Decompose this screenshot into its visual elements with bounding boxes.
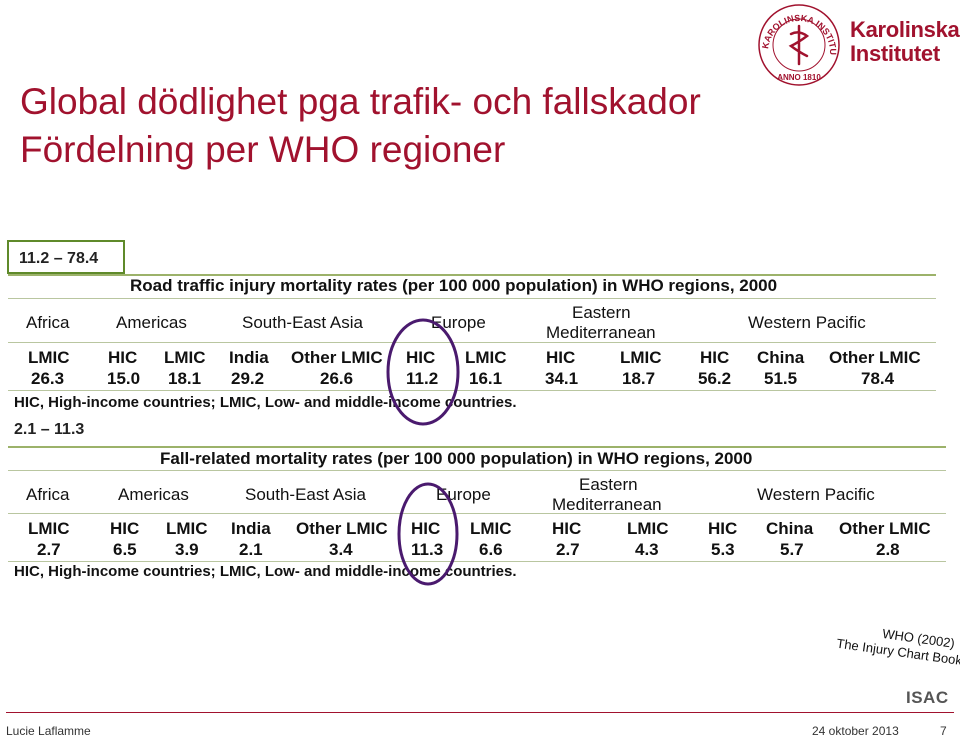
fall-sub-2: LMIC <box>166 519 208 538</box>
footer-author: Lucie Laflamme <box>6 724 91 738</box>
fall-region-em-line2: Mediterranean <box>552 495 662 514</box>
fall-val-9: 5.3 <box>711 540 735 559</box>
road-top-rule <box>8 274 936 276</box>
footer-rule <box>6 712 954 713</box>
fall-val-7: 2.7 <box>556 540 580 559</box>
fall-sub-5: HIC <box>411 519 441 538</box>
road-region-em-line1: Eastern <box>572 303 631 322</box>
road-sub-6: LMIC <box>465 348 507 367</box>
karolinska-wordmark: Karolinska Institutet <box>850 18 960 66</box>
fall-sub-6: LMIC <box>470 519 512 538</box>
fall-val-11: 2.8 <box>876 540 900 559</box>
fall-val-10: 5.7 <box>780 540 804 559</box>
seal-text: KAROLINSKA INSTITUTET <box>756 2 838 55</box>
road-sub-11: Other LMIC <box>829 348 921 367</box>
road-sub-10: China <box>757 348 805 367</box>
road-val-0: 26.3 <box>31 369 65 388</box>
road-val-9: 56.2 <box>698 369 732 388</box>
fall-val-4: 3.4 <box>329 540 353 559</box>
fall-sub-8: LMIC <box>627 519 669 538</box>
fall-val-8: 4.3 <box>635 540 659 559</box>
road-val-4: 26.6 <box>320 369 354 388</box>
road-sub-4: Other LMIC <box>291 348 383 367</box>
svg-text:KAROLINSKA INSTITUTET: KAROLINSKA INSTITUTET <box>756 2 838 55</box>
road-table-note: HIC, High-income countries; LMIC, Low- a… <box>14 394 517 411</box>
fall-val-6: 6.6 <box>479 540 503 559</box>
fall-sub-10: China <box>766 519 814 538</box>
road-sub-2: LMIC <box>164 348 206 367</box>
road-region-africa: Africa <box>26 313 70 332</box>
road-val-2: 18.1 <box>168 369 202 388</box>
source-citation: WHO (2002) The Injury Chart Book <box>833 620 960 685</box>
fall-sub-4: Other LMIC <box>296 519 388 538</box>
road-val-5: 11.2 <box>406 369 439 388</box>
fall-val-5: 11.3 <box>411 540 444 559</box>
isac-logo: ISAC <box>906 688 949 707</box>
fall-val-3: 2.1 <box>239 540 263 559</box>
fall-region-africa: Africa <box>26 485 70 504</box>
fall-range-label: 2.1 – 11.3 <box>14 421 85 438</box>
road-range-label: 11.2 – 78.4 <box>19 250 99 267</box>
road-val-3: 29.2 <box>231 369 265 388</box>
fall-val-1: 6.5 <box>113 540 137 559</box>
fall-sub-9: HIC <box>708 519 738 538</box>
road-title-rule <box>8 298 936 299</box>
road-val-1: 15.0 <box>107 369 141 388</box>
road-region-sea: South-East Asia <box>242 313 363 332</box>
seal-year: ANNO 1810 <box>777 73 821 82</box>
road-val-8: 18.7 <box>622 369 656 388</box>
road-sub-1: HIC <box>108 348 138 367</box>
road-sub-3: India <box>229 348 269 367</box>
fall-table-title: Fall-related mortality rates (per 100 00… <box>160 449 753 468</box>
fall-top-rule <box>8 446 946 448</box>
road-bottom-rule <box>8 390 936 391</box>
road-val-11: 78.4 <box>861 369 895 388</box>
footer-date: 24 oktober 2013 <box>812 724 899 738</box>
road-val-7: 34.1 <box>545 369 579 388</box>
fall-val-2: 3.9 <box>175 540 199 559</box>
road-sub-0: LMIC <box>28 348 70 367</box>
footer-page-number: 7 <box>940 724 947 738</box>
fall-sub-11: Other LMIC <box>839 519 931 538</box>
fall-title-rule <box>8 470 946 471</box>
fall-sub-0: LMIC <box>28 519 70 538</box>
karolinska-seal-icon: KAROLINSKA INSTITUTET ANNO 1810 <box>756 2 840 86</box>
fall-sub-1: HIC <box>110 519 140 538</box>
road-region-wp: Western Pacific <box>748 313 866 332</box>
road-range-box: 11.2 – 78.4 <box>7 240 125 274</box>
fall-region-europe: Europe <box>436 485 491 504</box>
road-sub-8: LMIC <box>620 348 662 367</box>
road-region-europe: Europe <box>431 313 486 332</box>
fall-val-0: 2.7 <box>37 540 61 559</box>
road-region-americas: Americas <box>116 313 187 332</box>
road-val-6: 16.1 <box>469 369 503 388</box>
road-sub-9: HIC <box>700 348 730 367</box>
fall-region-wp: Western Pacific <box>757 485 875 504</box>
fall-region-em-line1: Eastern <box>579 475 638 494</box>
road-sub-7: HIC <box>546 348 576 367</box>
logo-text-line1: Karolinska <box>850 17 960 42</box>
logo-text-line2: Institutet <box>850 41 940 66</box>
fall-region-americas: Americas <box>118 485 189 504</box>
fall-region-sea: South-East Asia <box>245 485 366 504</box>
road-region-rule <box>8 342 936 343</box>
fall-region-rule <box>8 513 946 514</box>
road-val-10: 51.5 <box>764 369 798 388</box>
road-sub-5: HIC <box>406 348 436 367</box>
fall-table-note: HIC, High-income countries; LMIC, Low- a… <box>14 563 517 580</box>
slide-title-line1: Global dödlighet pga trafik- och fallska… <box>20 81 701 122</box>
slide-title-line2: Fördelning per WHO regioner <box>20 129 506 170</box>
fall-bottom-rule <box>8 561 946 562</box>
fall-sub-3: India <box>231 519 271 538</box>
road-region-em-line2: Mediterranean <box>546 323 656 342</box>
fall-sub-7: HIC <box>552 519 582 538</box>
road-table-title: Road traffic injury mortality rates (per… <box>130 276 778 295</box>
